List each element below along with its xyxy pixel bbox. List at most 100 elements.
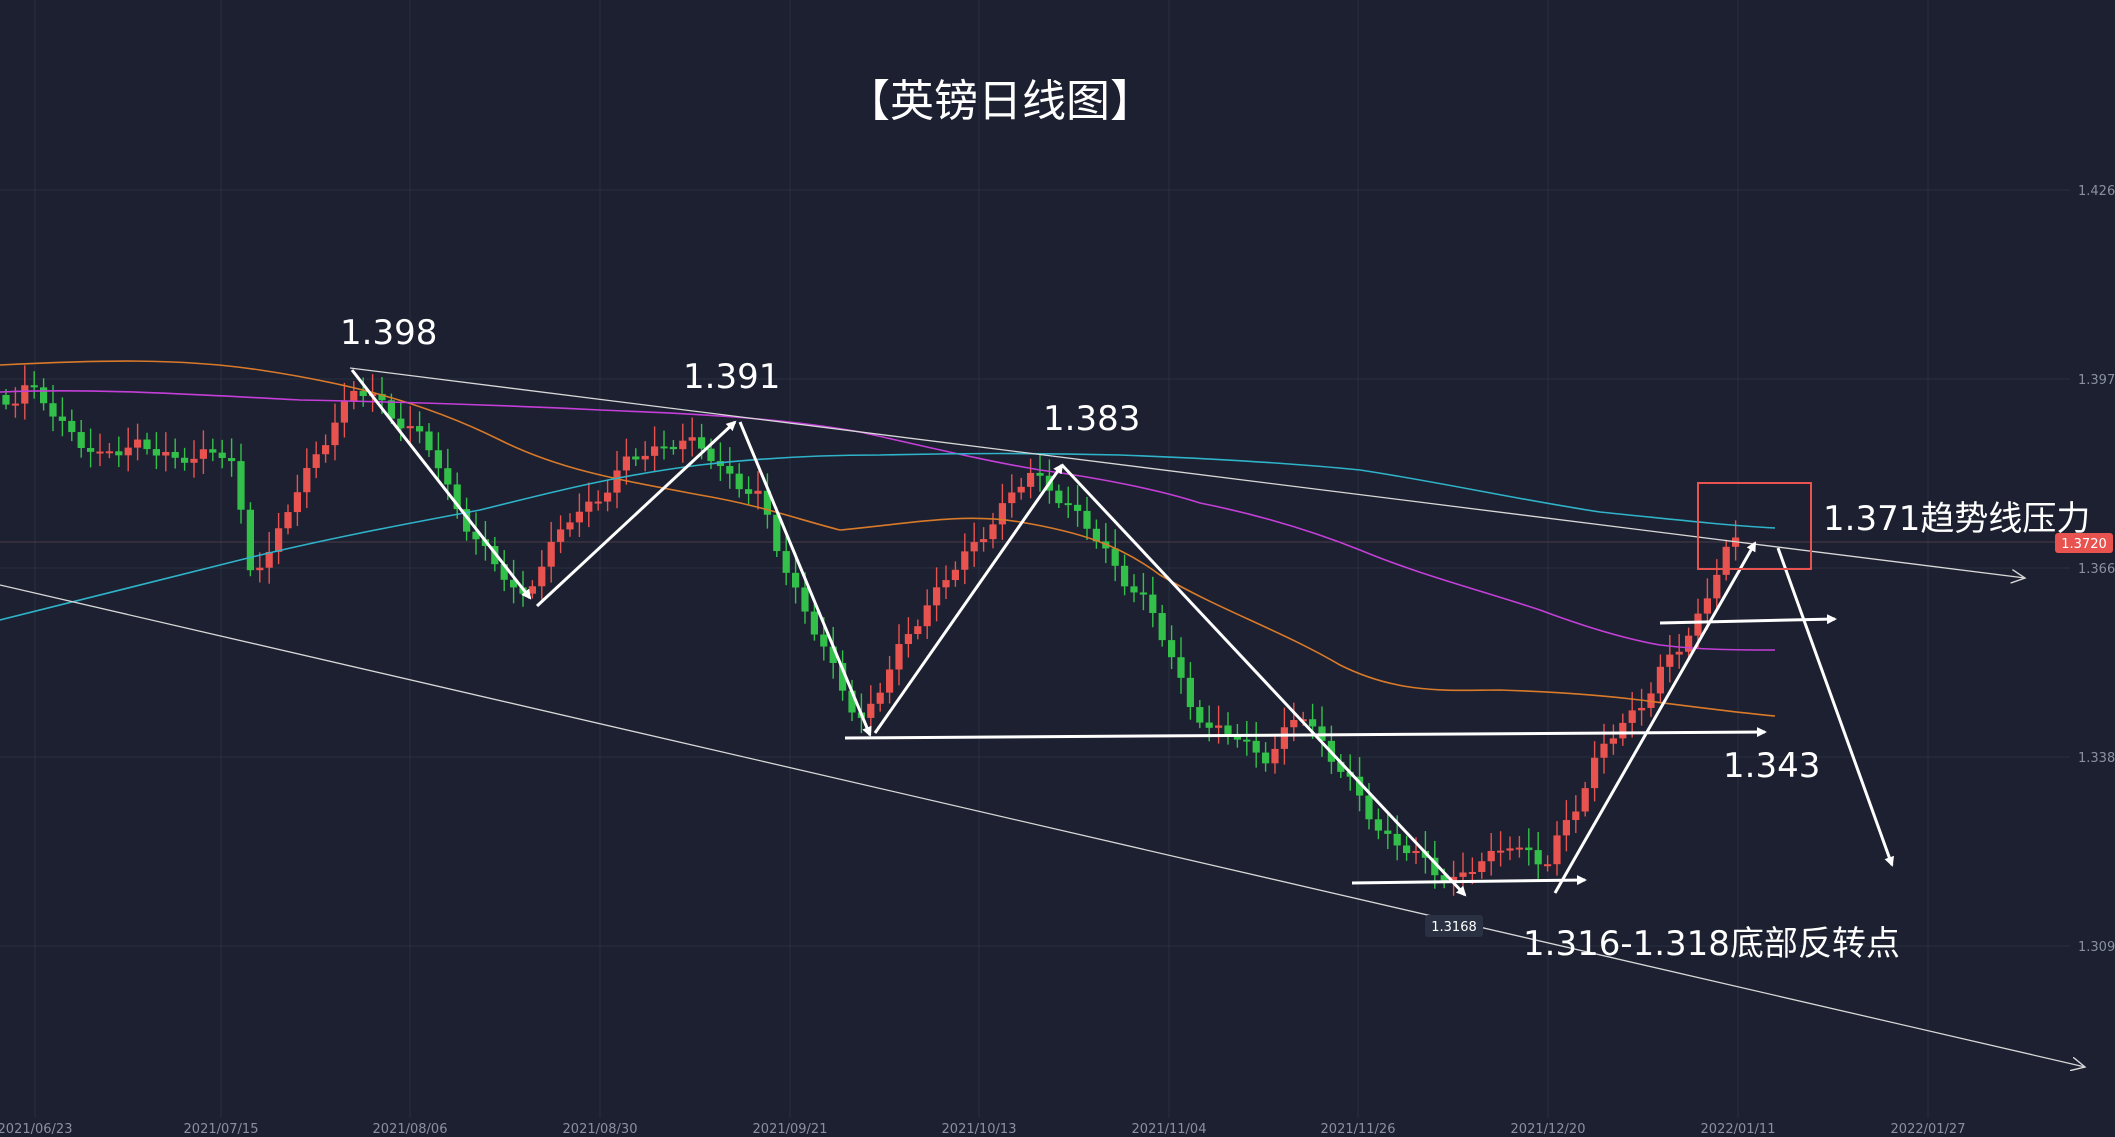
candle	[754, 471, 762, 510]
candle	[876, 682, 884, 712]
candle-body	[707, 448, 715, 462]
candle	[1581, 781, 1589, 817]
candle	[1666, 635, 1674, 683]
candle-body	[1468, 871, 1476, 874]
candle	[1177, 637, 1185, 694]
candle	[1036, 452, 1044, 492]
y-tick: 1.397	[2078, 373, 2115, 388]
candle-body	[378, 393, 386, 401]
candle	[1017, 477, 1025, 500]
candle-body	[1459, 872, 1467, 877]
candle-body	[660, 446, 668, 449]
price-badge: 1.3720	[2055, 533, 2113, 553]
candle	[406, 406, 414, 445]
candle-body	[792, 572, 800, 588]
candle-body	[105, 451, 113, 454]
low-badge-text: 1.3168	[1431, 920, 1477, 935]
candle	[1215, 705, 1223, 744]
x-tick: 2021/12/20	[1511, 1122, 1586, 1137]
candle	[228, 438, 236, 477]
trend-arrow	[873, 463, 1064, 734]
candle	[810, 603, 818, 641]
candle-body	[726, 466, 734, 474]
candle	[303, 448, 311, 508]
candle-body	[134, 439, 142, 448]
candle-body	[1271, 748, 1279, 764]
candle-body	[1534, 850, 1542, 865]
candle	[472, 512, 480, 555]
candle-body	[1628, 710, 1636, 723]
candle	[1168, 625, 1176, 670]
candle-body	[914, 626, 922, 635]
candle	[49, 384, 57, 432]
candle-body	[622, 456, 630, 471]
candle	[1092, 519, 1100, 549]
candle-body	[322, 445, 330, 455]
candle-body	[1337, 761, 1345, 772]
bottom-support-line	[1351, 875, 1587, 886]
candle	[1450, 860, 1458, 896]
candle-body	[350, 390, 358, 402]
candle	[463, 497, 471, 541]
y-axis-ticks: 1.426 1.397 1.366 1.338 1.309	[2078, 184, 2115, 955]
candle	[331, 403, 339, 461]
trend-arrow	[350, 369, 532, 600]
candle	[538, 550, 546, 600]
candle-body	[1722, 546, 1730, 575]
candle-body	[1224, 725, 1232, 734]
candle	[1008, 474, 1016, 518]
candle	[566, 513, 574, 537]
candle-body	[1215, 725, 1223, 728]
candle	[773, 507, 781, 558]
x-tick: 2021/10/13	[942, 1122, 1017, 1137]
candle-body	[1139, 592, 1147, 595]
candle	[1271, 735, 1279, 774]
candle-body	[585, 501, 593, 512]
candle	[1149, 576, 1157, 628]
candle-body	[1083, 510, 1091, 529]
candle	[322, 434, 330, 463]
candle-body	[1196, 707, 1204, 723]
mid-support-line	[1659, 614, 1837, 625]
candle-body	[1252, 740, 1260, 753]
candle	[293, 474, 301, 527]
candle-body	[434, 450, 442, 469]
chart-title: 【英镑日线图】	[846, 76, 1154, 127]
support-line-1343	[844, 727, 1767, 740]
candle	[1337, 754, 1345, 779]
candle	[416, 411, 424, 444]
candle	[1675, 634, 1683, 669]
candle	[105, 442, 113, 459]
candle-body	[1619, 722, 1627, 739]
candle-body	[839, 662, 847, 691]
candle	[585, 482, 593, 528]
candle	[745, 476, 753, 505]
candle	[152, 432, 160, 470]
candle-body	[801, 587, 809, 612]
candle	[1478, 852, 1486, 879]
candle-body	[651, 446, 659, 456]
candle-body	[1356, 776, 1364, 796]
candle-body	[942, 580, 950, 588]
candle	[181, 447, 189, 471]
candle	[970, 522, 978, 567]
candle	[340, 382, 348, 438]
candle-body	[77, 432, 85, 449]
ma-orange-line	[0, 360, 1776, 717]
candle-body	[218, 452, 226, 459]
candle-body	[829, 646, 837, 663]
candle	[171, 438, 179, 469]
candle-body	[124, 447, 132, 456]
candle-body	[1515, 847, 1523, 850]
candle-body	[1656, 666, 1664, 694]
annotation-resistance: 1.371趋势线压力	[1823, 499, 2090, 539]
candle-body	[998, 503, 1006, 525]
y-tick: 1.426	[2078, 184, 2115, 199]
candle-body	[152, 449, 160, 456]
candle-body	[698, 437, 706, 449]
candle	[96, 433, 104, 467]
candle	[1186, 662, 1194, 720]
candle	[679, 423, 687, 463]
x-tick: 2021/08/30	[563, 1122, 638, 1137]
